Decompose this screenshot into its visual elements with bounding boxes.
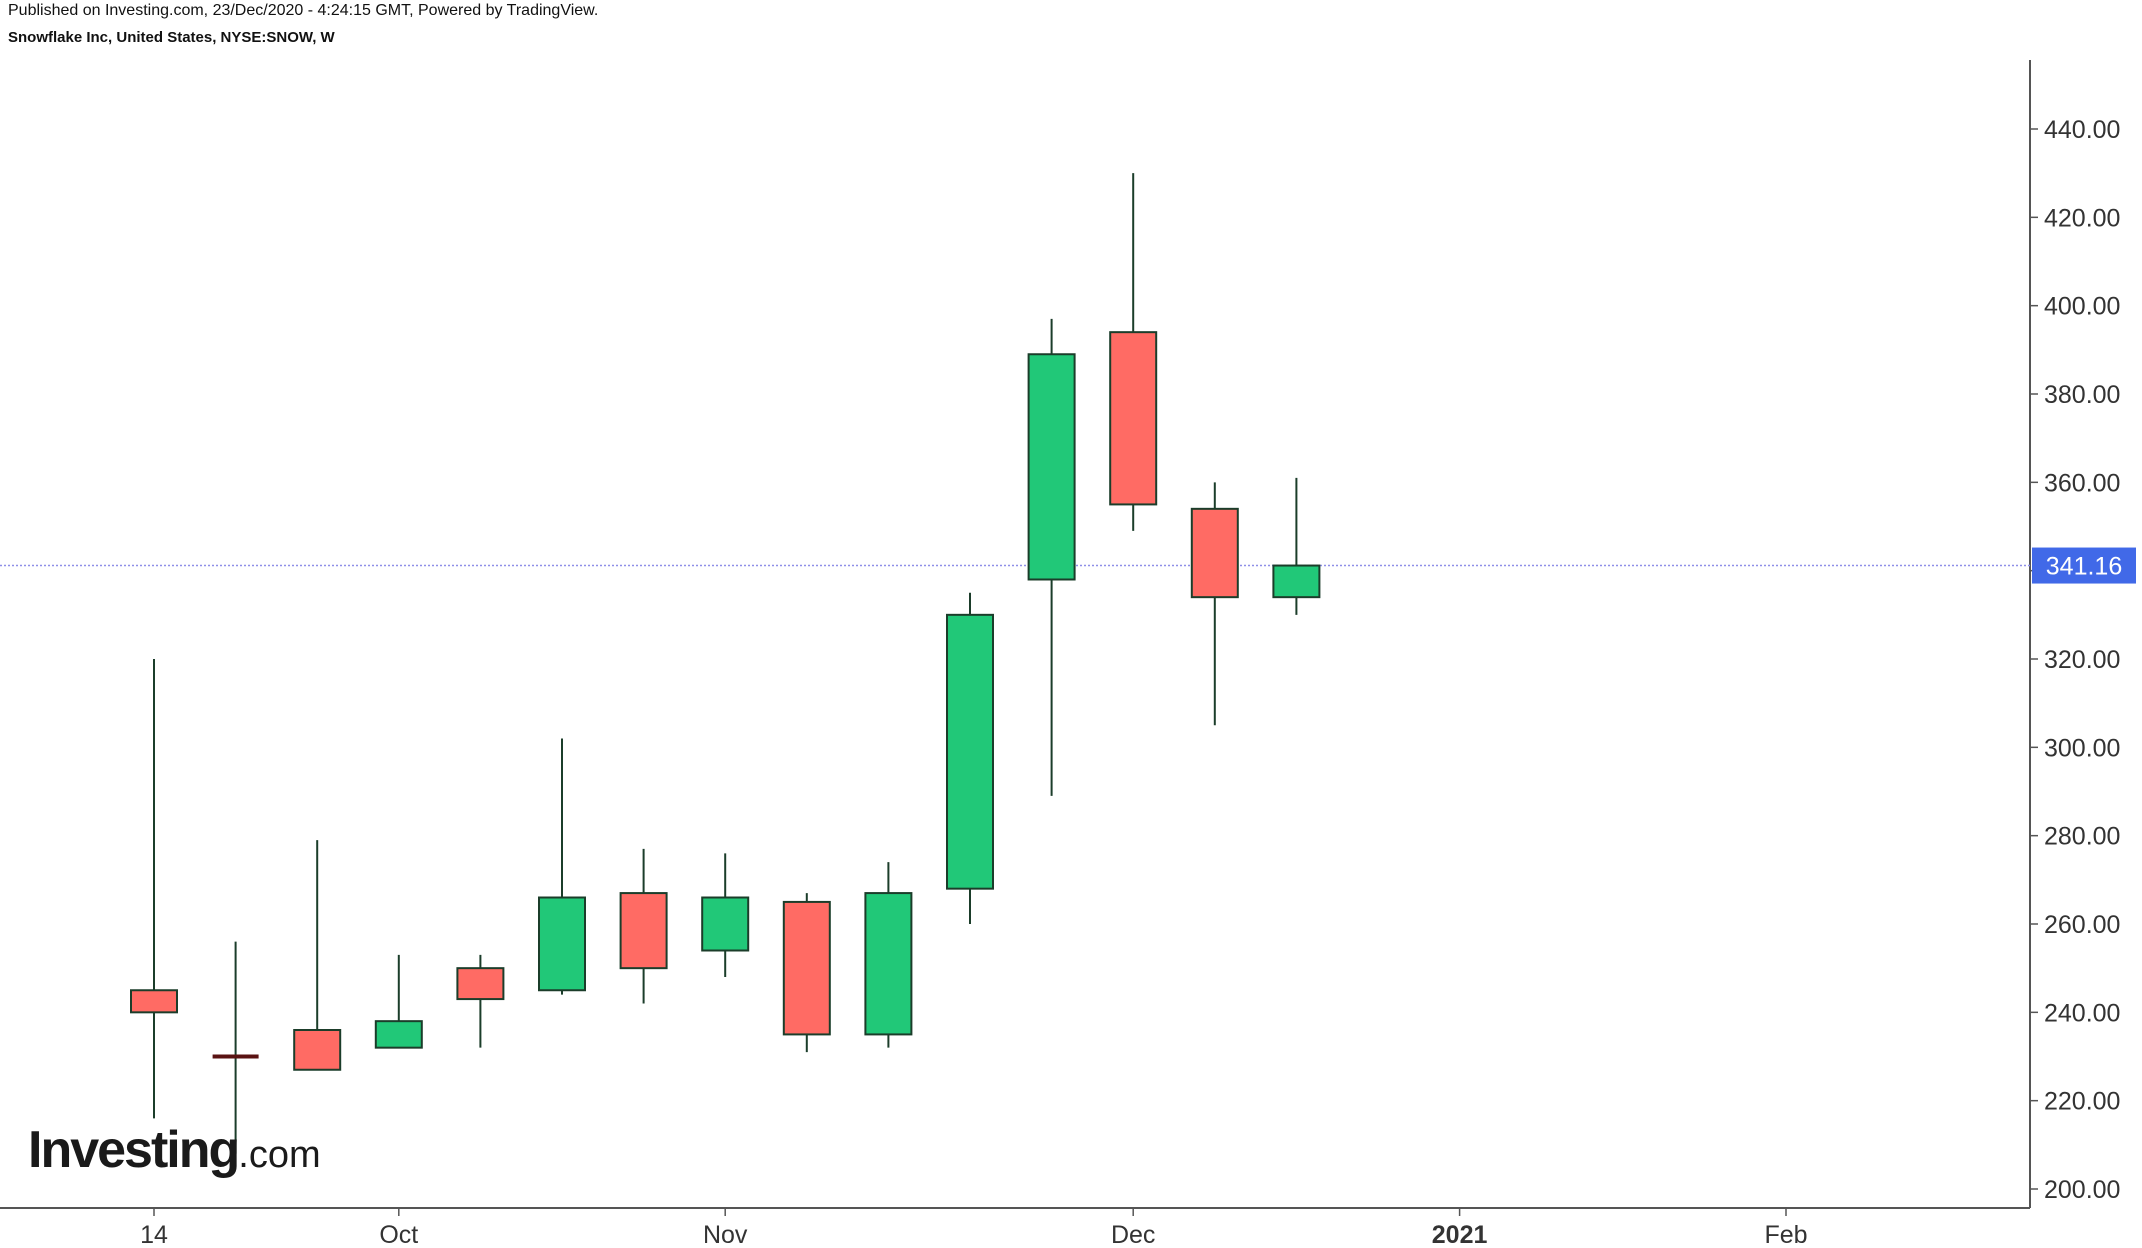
y-tick-label: 320.00 bbox=[2044, 646, 2120, 674]
candle-body bbox=[130, 989, 178, 1014]
x-tick-label: 14 bbox=[140, 1221, 168, 1248]
symbol-title: Snowflake Inc, United States, NYSE:SNOW,… bbox=[8, 29, 335, 46]
x-tick-label: Feb bbox=[1764, 1221, 1807, 1248]
candle-body bbox=[619, 892, 668, 970]
last-price-badge bbox=[2032, 547, 2136, 584]
candle-body bbox=[701, 896, 750, 952]
y-tick-label: 260.00 bbox=[2044, 911, 2120, 939]
last-price-label: 341.16 bbox=[2046, 553, 2122, 581]
x-tick-label: 2021 bbox=[1432, 1221, 1488, 1248]
candle-body bbox=[1190, 507, 1239, 599]
candle-body bbox=[946, 613, 994, 890]
candle-body bbox=[456, 967, 505, 1001]
y-tick-label: 440.00 bbox=[2044, 116, 2120, 144]
x-tick-label: Nov bbox=[703, 1221, 748, 1248]
candle-body bbox=[538, 896, 586, 992]
candle-body bbox=[782, 900, 831, 1036]
x-tick-label: Oct bbox=[379, 1221, 418, 1248]
y-tick-label: 280.00 bbox=[2044, 823, 2120, 851]
y-tick-label: 220.00 bbox=[2044, 1088, 2120, 1116]
investing-logo: Investing.com bbox=[28, 1121, 321, 1179]
candle-body bbox=[1027, 353, 1076, 581]
y-tick-label: 240.00 bbox=[2044, 999, 2120, 1027]
candle-body bbox=[374, 1020, 423, 1049]
candle-body bbox=[293, 1029, 342, 1071]
y-tick-label: 380.00 bbox=[2044, 381, 2120, 409]
y-tick-label: 200.00 bbox=[2044, 1176, 2120, 1204]
published-line: Published on Investing.com, 23/Dec/2020 … bbox=[8, 2, 599, 19]
y-tick-label: 360.00 bbox=[2044, 469, 2120, 497]
y-tick-label: 420.00 bbox=[2044, 204, 2120, 232]
x-tick-label: Dec bbox=[1111, 1221, 1155, 1248]
y-tick-label: 400.00 bbox=[2044, 293, 2120, 321]
candle-body bbox=[1109, 331, 1158, 506]
candle-body bbox=[864, 892, 913, 1036]
y-tick-label: 300.00 bbox=[2044, 734, 2120, 762]
candle-body bbox=[1272, 564, 1321, 599]
